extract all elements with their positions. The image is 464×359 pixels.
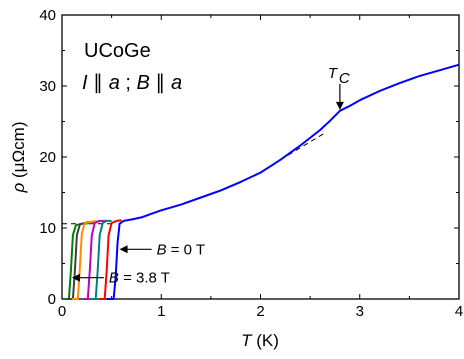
x-axis-label: T (K) (241, 331, 279, 350)
field-3p8T-label: B = 3.8 T (109, 270, 170, 287)
annotations-layer: T C B = 0 T B = 3.8 T (71, 65, 350, 287)
guides-layer (62, 132, 326, 225)
y-tick-label: 30 (39, 78, 56, 95)
tc-arrow-head (335, 101, 344, 110)
series-line (83, 219, 107, 300)
x-tick-label: 4 (455, 303, 463, 320)
series-line (106, 63, 460, 300)
field-3p8T-arrow-head (71, 273, 80, 282)
field-0T-arrow-head (119, 245, 128, 254)
x-tick-label: 3 (356, 303, 364, 320)
y-tick-label: 40 (39, 7, 56, 24)
sample-label: UCoGe (84, 40, 151, 62)
series-line (99, 219, 122, 300)
x-tick-label: 1 (157, 303, 165, 320)
y-tick-label: 20 (39, 149, 56, 166)
series-line (71, 219, 102, 300)
tc-label: T (328, 65, 339, 82)
series-line (91, 219, 112, 300)
x-tick-label: 0 (58, 303, 66, 320)
y-tick-label: 10 (39, 220, 56, 237)
y-tick-label: 0 (48, 291, 56, 308)
y-axis-label: ρ (μΩcm) (9, 122, 28, 194)
config-label: I ∥ a ; B ∥ a (82, 72, 182, 94)
tc-label-subscript: C (339, 70, 350, 87)
series-layer (65, 63, 460, 300)
field-0T-label: B = 0 T (157, 241, 206, 258)
x-tick-label: 2 (256, 303, 264, 320)
